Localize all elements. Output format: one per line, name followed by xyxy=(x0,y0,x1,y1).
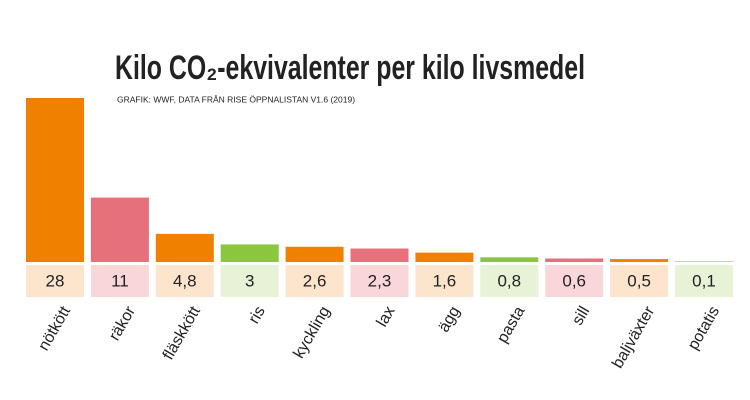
value-label: 2,6 xyxy=(303,271,327,290)
value-label-box xyxy=(285,265,344,297)
category-label: lax xyxy=(374,304,399,330)
category-label: nötkött xyxy=(35,303,74,354)
value-label-box xyxy=(610,265,669,297)
category-label: baljväxter xyxy=(609,303,658,371)
bar xyxy=(285,246,344,262)
value-label-box xyxy=(480,265,539,297)
category-label: fläskkött xyxy=(160,303,204,363)
value-label: 0,8 xyxy=(497,271,521,290)
bar xyxy=(545,258,604,262)
category-label: pasta xyxy=(494,304,528,346)
value-label-box xyxy=(350,265,409,297)
value-label-box xyxy=(90,265,149,297)
bar xyxy=(350,248,409,262)
value-label-box xyxy=(155,265,214,297)
value-label-box xyxy=(415,265,474,297)
category-label: sill xyxy=(569,304,593,329)
category-label: kyckling xyxy=(291,304,334,362)
chart-subtitle: GRAFIK: WWF, DATA FRÅN RISE ÖPPNALISTAN … xyxy=(117,94,355,104)
value-label: 0,1 xyxy=(692,271,716,290)
value-label: 1,6 xyxy=(433,271,457,290)
value-label: 0,5 xyxy=(627,271,651,290)
chart-title: Kilo CO₂-ekvivalenter per kilo livsmedel xyxy=(115,49,585,87)
value-label-box xyxy=(545,265,604,297)
bar xyxy=(220,244,279,262)
value-label: 3 xyxy=(245,271,254,290)
value-label: 0,6 xyxy=(562,271,586,290)
bar xyxy=(155,233,214,262)
bar xyxy=(90,197,149,262)
bar xyxy=(610,259,669,262)
value-label: 2,3 xyxy=(368,271,392,290)
category-label: ris xyxy=(246,304,269,327)
value-label-box xyxy=(220,265,279,297)
value-label-box xyxy=(675,265,733,297)
value-label-box xyxy=(26,265,84,297)
bar xyxy=(26,98,84,262)
value-label: 4,8 xyxy=(173,271,197,290)
category-label: räkor xyxy=(106,303,139,344)
bar xyxy=(675,261,733,262)
category-label: ägg xyxy=(435,304,463,336)
bar xyxy=(415,252,474,262)
value-label: 11 xyxy=(111,271,129,290)
bar xyxy=(480,257,539,262)
category-label: potatis xyxy=(685,304,723,353)
value-label: 28 xyxy=(46,271,65,290)
